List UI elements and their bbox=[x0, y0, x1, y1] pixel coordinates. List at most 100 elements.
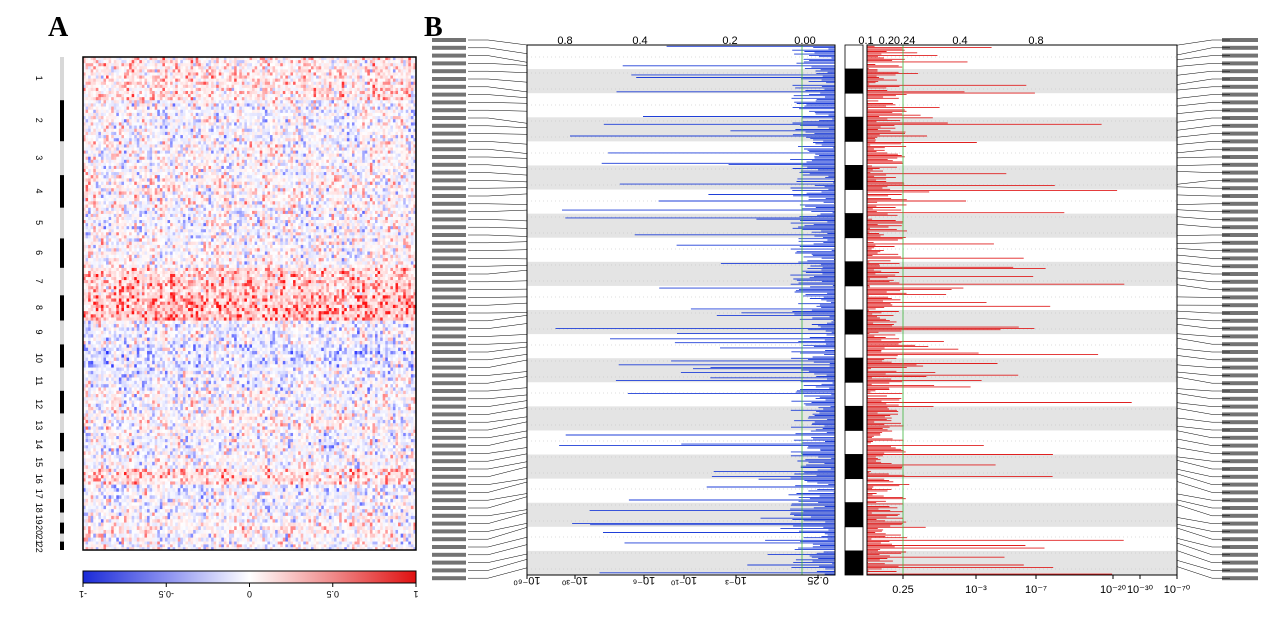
heatmap-cell bbox=[369, 75, 373, 79]
heatmap-cell bbox=[170, 60, 173, 64]
heatmap-cell bbox=[277, 156, 281, 161]
heatmap-cell bbox=[285, 168, 289, 173]
heatmap-cell bbox=[398, 63, 401, 67]
heatmap-cell bbox=[354, 172, 358, 176]
heatmap-cell bbox=[167, 131, 171, 136]
heatmap-cell bbox=[90, 156, 94, 161]
heatmap-cell bbox=[116, 106, 120, 111]
heatmap-cell bbox=[213, 138, 217, 142]
heatmap-cell bbox=[131, 97, 135, 101]
heatmap-cell bbox=[282, 103, 286, 107]
heatmap-cell bbox=[298, 153, 302, 157]
heatmap-cell bbox=[295, 72, 299, 76]
heatmap-cell bbox=[369, 122, 373, 126]
heatmap-cell bbox=[341, 144, 345, 148]
heatmap-cell bbox=[303, 106, 307, 111]
heatmap-cell bbox=[380, 162, 383, 167]
heatmap-cell bbox=[221, 109, 225, 114]
heatmap-cell bbox=[382, 106, 386, 111]
heatmap-cell bbox=[403, 150, 407, 154]
heatmap-cell bbox=[241, 75, 245, 79]
heatmap-cell bbox=[398, 72, 401, 76]
heatmap-cell bbox=[136, 159, 140, 164]
heatmap-cell bbox=[131, 57, 135, 61]
heatmap-cell bbox=[234, 81, 237, 86]
heatmap-cell bbox=[229, 153, 232, 157]
heatmap-cell bbox=[267, 60, 271, 64]
heatmap-cell bbox=[392, 72, 396, 76]
heatmap-cell bbox=[126, 116, 130, 120]
heatmap-cell bbox=[346, 81, 350, 86]
heatmap-cell bbox=[216, 141, 220, 145]
heatmap-cell bbox=[147, 103, 150, 107]
heatmap-cell bbox=[316, 165, 319, 170]
heatmap-cell bbox=[244, 60, 248, 64]
heatmap-cell bbox=[234, 168, 237, 173]
heatmap-cell bbox=[103, 84, 107, 89]
heatmap-cell bbox=[357, 60, 360, 64]
heatmap-cell bbox=[126, 72, 130, 76]
heatmap-cell bbox=[341, 131, 345, 136]
heatmap-cell bbox=[213, 162, 217, 167]
heatmap-cell bbox=[349, 135, 353, 139]
heatmap-cell bbox=[98, 87, 102, 92]
heatmap-cell bbox=[108, 57, 112, 61]
heatmap-cell bbox=[298, 72, 302, 76]
heatmap-cell bbox=[408, 97, 412, 101]
heatmap-cell bbox=[239, 156, 243, 161]
heatmap-cell bbox=[290, 75, 294, 79]
heatmap-cell bbox=[205, 100, 209, 104]
heatmap-cell bbox=[377, 57, 381, 61]
heatmap-cell bbox=[318, 66, 322, 70]
heatmap-cell bbox=[208, 63, 212, 67]
heatmap-cell bbox=[249, 125, 253, 130]
heatmap-cell bbox=[231, 125, 235, 130]
heatmap-cell bbox=[262, 119, 266, 123]
heatmap-cell bbox=[188, 131, 191, 136]
heatmap-cell bbox=[334, 81, 337, 86]
heatmap-cell bbox=[246, 122, 250, 126]
heatmap-cell bbox=[323, 106, 327, 111]
heatmap-cell bbox=[259, 119, 263, 123]
heatmap-cell bbox=[111, 153, 115, 157]
heatmap-cell bbox=[223, 60, 227, 64]
heatmap-cell bbox=[382, 116, 386, 120]
heatmap-cell bbox=[331, 159, 335, 164]
heatmap-cell bbox=[285, 87, 289, 92]
heatmap-cell bbox=[269, 81, 273, 86]
heatmap-cell bbox=[390, 90, 394, 95]
heatmap-cell bbox=[218, 131, 222, 136]
heatmap-cell bbox=[90, 109, 94, 114]
heatmap-cell bbox=[93, 75, 97, 79]
heatmap-cell bbox=[367, 100, 371, 104]
heatmap-cell bbox=[208, 57, 212, 61]
heatmap-cell bbox=[357, 84, 360, 89]
heatmap-cell bbox=[267, 165, 271, 170]
heatmap-cell bbox=[264, 106, 268, 111]
heatmap-cell bbox=[167, 69, 171, 73]
heatmap-cell bbox=[313, 75, 317, 79]
heatmap-cell bbox=[305, 75, 309, 79]
heatmap-cell bbox=[390, 156, 394, 161]
heatmap-cell bbox=[249, 122, 253, 126]
heatmap-cell bbox=[331, 100, 335, 104]
heatmap-cell bbox=[100, 172, 104, 176]
heatmap-cell bbox=[106, 150, 109, 154]
heatmap-cell bbox=[351, 168, 355, 173]
heatmap-cell bbox=[246, 66, 250, 70]
heatmap-cell bbox=[177, 75, 181, 79]
heatmap-cell bbox=[380, 150, 383, 154]
heatmap-cell bbox=[103, 119, 107, 123]
heatmap-cell bbox=[90, 100, 94, 104]
heatmap-cell bbox=[90, 72, 94, 76]
heatmap-cell bbox=[375, 135, 378, 139]
heatmap-cell bbox=[318, 168, 322, 173]
heatmap-cell bbox=[180, 81, 184, 86]
heatmap-cell bbox=[218, 72, 222, 76]
heatmap-cell bbox=[382, 57, 386, 61]
heatmap-cell bbox=[213, 63, 217, 67]
heatmap-cell bbox=[349, 109, 353, 114]
heatmap-cell bbox=[362, 84, 366, 89]
heatmap-cell bbox=[98, 103, 102, 107]
heatmap-cell bbox=[410, 125, 414, 130]
